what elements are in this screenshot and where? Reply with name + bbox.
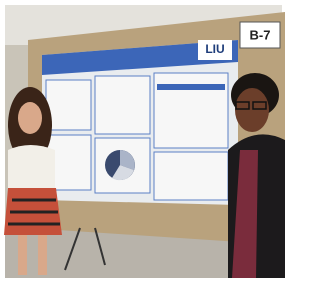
person-face — [235, 88, 269, 132]
poster-section — [154, 152, 228, 200]
sign-label: B-7 — [250, 27, 271, 42]
logo-text: LIU — [205, 42, 224, 56]
person-leg — [38, 235, 47, 275]
table-header — [157, 84, 225, 90]
photo: LIU B-7 — [0, 0, 287, 283]
person-leg — [18, 235, 27, 275]
poster-section — [95, 76, 150, 134]
person-face — [18, 102, 42, 134]
person-top — [8, 145, 55, 190]
poster-section — [46, 80, 91, 130]
page: {"sign": {"label": "B-7"}, "poster": {"l… — [0, 0, 287, 283]
